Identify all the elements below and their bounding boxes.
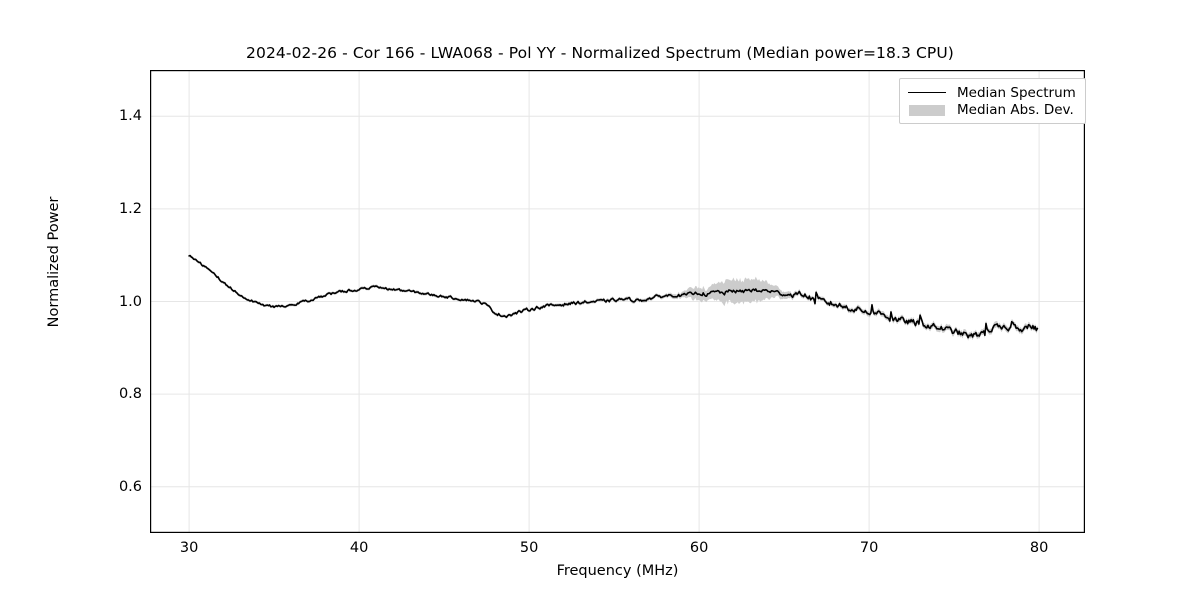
x-tick-label: 70 <box>859 540 879 556</box>
x-tick-label: 60 <box>689 540 709 556</box>
patch-swatch-icon <box>908 103 946 117</box>
y-tick-label: 1.4 <box>118 108 142 125</box>
y-tick-label: 0.8 <box>118 386 142 403</box>
median-spectrum-line <box>188 254 1039 339</box>
y-tick-label: 1.0 <box>118 293 142 310</box>
y-tick-label: 0.6 <box>118 478 142 495</box>
y-tick-label: 1.2 <box>118 200 142 217</box>
spectrum-plot-svg <box>150 70 1085 533</box>
line-swatch-icon <box>908 86 946 100</box>
chart-title: 2024-02-26 - Cor 166 - LWA068 - Pol YY -… <box>246 44 954 62</box>
plot-frame <box>150 70 1085 533</box>
chart-legend: Median Spectrum Median Abs. Dev. <box>899 78 1086 124</box>
x-tick-label: 50 <box>519 540 539 556</box>
legend-label-median-spectrum: Median Spectrum <box>957 84 1076 101</box>
median-abs-dev-band <box>189 254 1038 341</box>
legend-item-median-spectrum: Median Spectrum <box>908 84 1076 101</box>
x-axis-label: Frequency (MHz) <box>556 563 679 579</box>
plot-area <box>150 70 1085 533</box>
legend-item-median-abs-dev: Median Abs. Dev. <box>908 101 1076 118</box>
legend-label-median-abs-dev: Median Abs. Dev. <box>957 101 1074 118</box>
y-axis-tick-labels: 0.6 0.8 1.0 1.2 1.4 <box>88 70 142 533</box>
x-axis-tick-labels: 30 40 50 60 70 80 <box>150 540 1085 562</box>
x-tick-label: 30 <box>179 540 199 556</box>
x-tick-label: 80 <box>1029 540 1049 556</box>
x-tick-label: 40 <box>349 540 369 556</box>
y-axis-label: Normalized Power <box>46 196 62 328</box>
